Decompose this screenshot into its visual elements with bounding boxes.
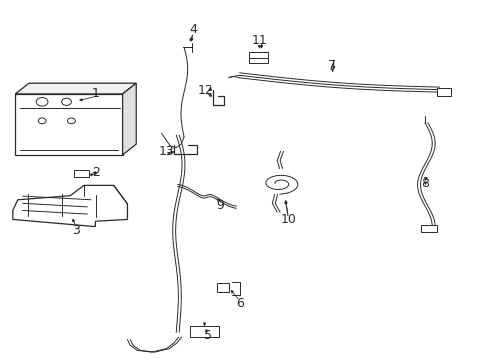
Text: 13: 13 bbox=[158, 145, 174, 158]
Circle shape bbox=[61, 98, 71, 105]
Bar bbox=[420, 225, 436, 232]
Circle shape bbox=[38, 118, 46, 124]
Text: 9: 9 bbox=[216, 199, 224, 212]
Circle shape bbox=[67, 118, 75, 124]
Polygon shape bbox=[15, 83, 136, 94]
Text: 2: 2 bbox=[92, 166, 100, 179]
Polygon shape bbox=[122, 83, 136, 155]
Text: 5: 5 bbox=[203, 329, 211, 342]
Bar bbox=[189, 326, 219, 337]
Bar bbox=[216, 283, 228, 292]
Text: 8: 8 bbox=[420, 177, 428, 190]
Text: 3: 3 bbox=[72, 224, 80, 237]
Text: 11: 11 bbox=[251, 33, 266, 47]
Text: 10: 10 bbox=[280, 213, 296, 226]
Text: 7: 7 bbox=[327, 59, 336, 72]
Text: 1: 1 bbox=[92, 87, 100, 100]
Polygon shape bbox=[15, 94, 122, 155]
Text: 6: 6 bbox=[235, 297, 243, 310]
Bar bbox=[74, 170, 89, 177]
Bar bbox=[248, 52, 268, 63]
Polygon shape bbox=[13, 185, 127, 226]
Circle shape bbox=[36, 98, 48, 106]
Text: 4: 4 bbox=[189, 23, 197, 36]
Bar bbox=[436, 88, 450, 96]
Text: 12: 12 bbox=[197, 84, 213, 97]
